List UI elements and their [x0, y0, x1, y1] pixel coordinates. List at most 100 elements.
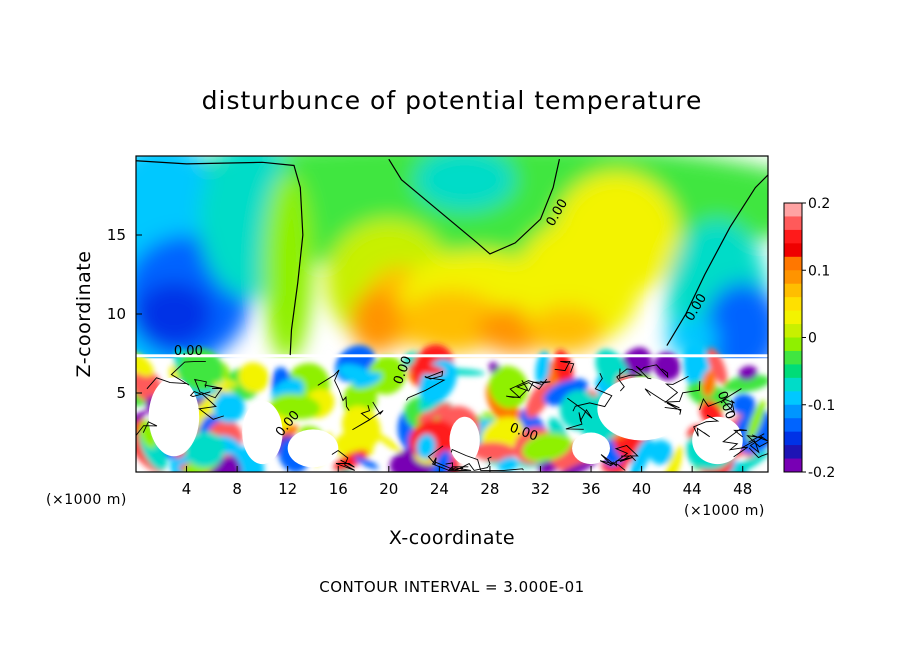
colorbar-segment: [784, 337, 802, 352]
field-patch: [704, 282, 768, 378]
contour-line: [572, 373, 613, 412]
colorbar-tick-label: 0.1: [808, 263, 830, 279]
x-tick-label: 8: [232, 480, 242, 498]
zero-contour: [666, 174, 768, 346]
upper-layer: [136, 156, 768, 393]
x-tick-label: 40: [632, 480, 651, 498]
contour-line: [146, 360, 206, 390]
field-patch: [367, 356, 406, 395]
y-tick-label: 10: [107, 305, 126, 323]
field-patch: [417, 403, 451, 423]
contour-line: [554, 360, 575, 373]
colorbar-segment: [784, 404, 802, 419]
field-void: [692, 416, 743, 465]
field-void: [597, 377, 686, 441]
colorbar-segment: [784, 203, 802, 217]
colorbar-segment: [784, 229, 802, 244]
contour-line: [699, 388, 742, 415]
x-tick-label: 48: [733, 480, 752, 498]
contour-line: [427, 445, 472, 471]
field-void: [449, 416, 480, 465]
colorbar-segment: [784, 283, 802, 298]
field-patch: [525, 381, 552, 419]
y-axis: 5 10 15: [107, 226, 142, 402]
contour-line: [616, 368, 644, 392]
field-patch: [527, 306, 604, 354]
field-patch: [401, 290, 503, 354]
x-tick-label: 12: [278, 480, 297, 498]
field-patch: [184, 431, 226, 468]
colorbar-segment: [784, 324, 802, 338]
colorbar-segment: [784, 256, 802, 271]
field-patch: [408, 364, 445, 375]
x-tick-label: 20: [379, 480, 398, 498]
field-patch: [666, 317, 718, 359]
field-patch: [238, 362, 270, 393]
colorbar-tick-label: -0.2: [808, 465, 835, 481]
field-patch: [353, 372, 382, 389]
field-void: [242, 400, 283, 465]
contour-line: [600, 454, 636, 467]
x-tick-label: 24: [430, 480, 449, 498]
field-patch: [653, 352, 681, 381]
field-patch: [543, 378, 588, 406]
x-axis-label: X-coordinate: [388, 527, 516, 549]
colorbar-segment: [784, 418, 802, 433]
field-patch: [373, 431, 402, 453]
colorbar-segment: [784, 431, 802, 446]
field-patch: [738, 365, 758, 381]
contour-line: [644, 388, 682, 415]
field-patch: [630, 436, 653, 472]
field-patch: [136, 282, 212, 346]
field-patch: [731, 394, 756, 416]
colorbar-segment: [784, 310, 802, 325]
colorbar-tick-label: 0: [808, 331, 817, 347]
field-patch: [648, 439, 673, 465]
colorbar-segment: [784, 216, 802, 231]
field-patch: [178, 348, 224, 392]
contour-line: [136, 421, 158, 437]
x-unit-label: (×1000 m): [46, 492, 127, 508]
field-void: [287, 429, 339, 468]
colorbar: 0.2 0.1 0 -0.1 -0.2: [783, 196, 835, 481]
inversion-line: [136, 354, 768, 358]
colorbar-segment: [784, 458, 802, 473]
zero-contour: [388, 158, 561, 255]
contour-line: [193, 378, 223, 399]
field-void: [572, 432, 610, 465]
colorbar-segment: [784, 350, 802, 365]
field-patch: [341, 405, 381, 449]
field-patch: [416, 434, 436, 460]
y-tick-label: 15: [107, 226, 126, 244]
field-patch: [722, 374, 768, 393]
field-patch: [212, 392, 245, 424]
heatmap-field: [136, 156, 768, 472]
field-patch: [350, 290, 402, 354]
field-patch: [472, 442, 517, 462]
y-axis-label: Z-coordinate: [73, 250, 95, 378]
contour-interval-note: CONTOUR INTERVAL = 3.000E-01: [319, 578, 585, 596]
colorbar-segment: [784, 297, 802, 312]
colorbar-segment: [784, 270, 802, 285]
colorbar-tick-label: -0.1: [808, 398, 835, 414]
field-patch: [553, 171, 680, 299]
field-patch: [213, 382, 236, 396]
colorbar-segment: [784, 364, 802, 379]
field-patch: [354, 456, 379, 470]
contour-line: [433, 456, 492, 471]
contour-line: [331, 449, 356, 471]
zero-contour: [136, 160, 304, 356]
colorbar-segment: [784, 377, 802, 392]
contour-line: [506, 380, 542, 399]
field-patch: [663, 446, 683, 472]
x-tick-label: 32: [531, 480, 550, 498]
field-patch: [554, 459, 598, 472]
x-tick-label: 44: [683, 480, 702, 498]
contour-line: [406, 370, 446, 401]
field-patch: [497, 456, 519, 472]
colorbar-segment: [784, 243, 802, 258]
y-tick-label: 5: [116, 384, 126, 402]
field-void: [148, 377, 200, 457]
contour-line: [450, 448, 524, 471]
